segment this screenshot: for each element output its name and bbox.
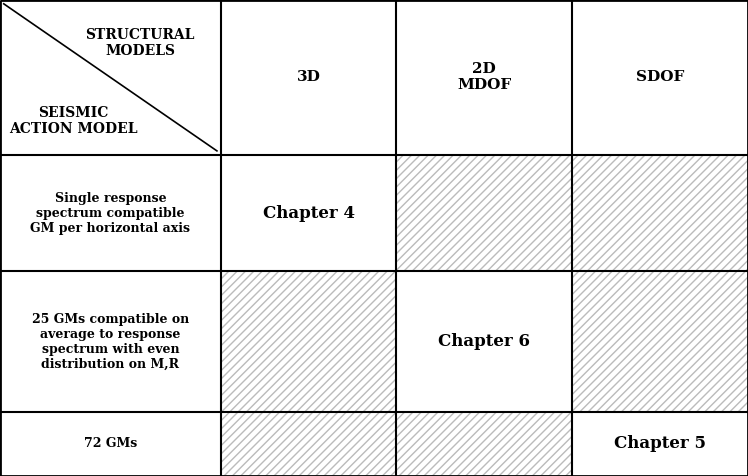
Bar [572, 271, 748, 412]
Text: Chapter 4: Chapter 4 [263, 205, 355, 221]
Text: SEISMIC
ACTION MODEL: SEISMIC ACTION MODEL [9, 106, 137, 136]
Bar [0, 412, 221, 476]
Bar [221, 155, 396, 271]
Bar [221, 412, 396, 476]
Bar [396, 271, 572, 412]
Bar [572, 0, 748, 155]
Bar [396, 412, 572, 476]
Bar [396, 0, 572, 155]
Bar [0, 155, 221, 271]
Bar [396, 155, 572, 271]
Bar [572, 155, 748, 271]
Bar [221, 271, 396, 412]
Bar [0, 271, 221, 412]
Text: 2D
MDOF: 2D MDOF [457, 62, 512, 92]
Text: 72 GMs: 72 GMs [84, 437, 137, 450]
Text: Chapter 5: Chapter 5 [614, 436, 706, 452]
Bar [0, 0, 221, 155]
Bar [572, 412, 748, 476]
Text: Single response
spectrum compatible
GM per horizontal axis: Single response spectrum compatible GM p… [31, 191, 190, 235]
Bar [221, 0, 396, 155]
Bar [396, 412, 572, 476]
Text: Chapter 6: Chapter 6 [438, 333, 530, 350]
Text: 25 GMs compatible on
average to response
spectrum with even
distribution on M,R: 25 GMs compatible on average to response… [31, 313, 189, 370]
Bar [396, 155, 572, 271]
Text: STRUCTURAL
MODELS: STRUCTURAL MODELS [85, 28, 195, 59]
Bar [572, 271, 748, 412]
Text: SDOF: SDOF [636, 70, 684, 84]
Text: 3D: 3D [297, 70, 320, 84]
Bar [221, 412, 396, 476]
Bar [572, 155, 748, 271]
Bar [221, 271, 396, 412]
